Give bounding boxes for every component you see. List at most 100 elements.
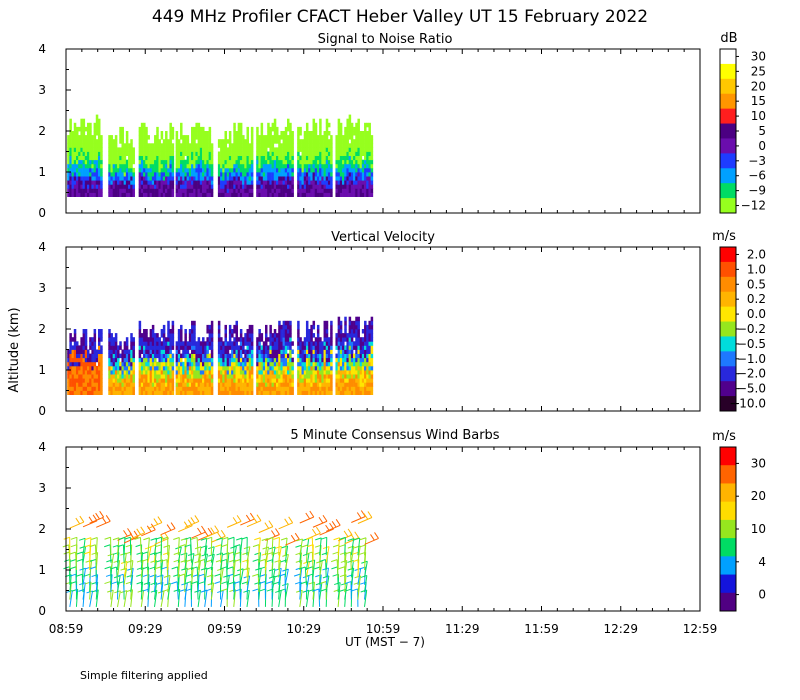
heat-cell [175,341,179,346]
heat-cell [346,188,349,193]
heat-cell [86,155,90,161]
heat-cell [242,378,245,383]
heat-cell [197,349,201,354]
heat-cell [327,349,331,354]
heat-cell [361,345,365,350]
colorbar-swatch [720,93,736,110]
heat-cell [353,370,356,375]
heat-cell [244,151,247,156]
heat-cell [269,188,272,193]
wind-barb-flag [179,544,186,548]
heat-cell [75,341,79,346]
heat-cell [325,163,329,169]
data-block [175,320,214,395]
heat-cell [71,361,75,367]
wind-barb-flag [104,536,111,540]
wind-barb-flag [343,530,349,538]
wind-barb [95,574,99,593]
heat-cell [108,329,111,334]
heat-cell [97,131,101,136]
heat-cell [112,357,116,363]
wind-barb [278,522,293,530]
heat-cell [284,337,288,342]
heat-cell [314,374,318,379]
heat-cell [344,151,347,156]
heat-cell [197,370,201,375]
heat-cell [91,345,94,350]
heat-cell [319,131,322,136]
heat-cell [71,382,75,387]
heat-cell [108,139,111,144]
heat-cell [291,374,294,379]
heat-cell [184,167,187,173]
colorbar-swatch [720,306,736,323]
heat-cell [93,122,97,128]
wind-barb [350,560,354,578]
heat-cell [348,143,352,148]
heat-cell [335,370,338,375]
heat-cell [262,159,266,165]
heat-cell [151,390,155,395]
heat-cell [319,143,322,148]
heat-cell [339,143,343,148]
wind-barb [190,553,195,571]
heat-cell [319,345,322,350]
heat-cell [167,159,170,165]
heat-cell [149,378,153,383]
heat-cell [325,135,329,140]
heat-cell [82,126,86,132]
heat-cell [265,188,268,193]
heat-cell [82,163,86,169]
heat-cell [154,167,157,173]
heat-cell [357,316,360,322]
heat-cell [325,374,329,379]
heat-cell [231,370,234,375]
wind-barb-flag [339,544,346,548]
heat-cell [100,390,103,395]
heat-cell [91,337,94,342]
heat-cell [361,184,365,189]
heat-cell [344,386,347,391]
heat-cell [177,337,181,342]
colorbar-swatch [720,396,736,412]
heat-cell [327,353,331,359]
heat-cell [350,167,354,173]
heat-cell [323,188,327,193]
heat-cell [250,337,254,342]
heat-cell [171,155,175,161]
heat-cell [93,176,97,181]
heat-cell [291,349,294,354]
heat-cell [226,163,230,169]
heat-cell [262,139,266,144]
heat-cell [280,324,283,330]
heat-cell [284,386,288,391]
wind-barb [311,537,314,556]
heat-cell [337,374,341,379]
wind-barb [141,529,156,537]
heat-cell [151,151,155,156]
heat-cell [108,382,111,387]
heat-cell [188,333,192,338]
heat-cell [195,172,198,177]
heat-cell [256,176,259,181]
heat-cell [267,390,270,395]
wind-barb [246,590,250,607]
heat-cell [100,337,103,342]
heat-cell [350,143,354,148]
wind-barb [117,560,121,578]
heat-cell [330,378,333,383]
heat-cell [289,155,292,161]
heat-cell [86,370,90,375]
heat-cell [271,353,275,359]
colorbar-label: −0.5 [737,337,766,351]
wind-barb [130,589,134,607]
heat-cell [208,357,212,363]
heat-cell [248,378,252,383]
heat-cell [204,386,207,391]
heat-cell [231,357,234,363]
heat-cell [160,386,164,391]
heat-cell [138,390,142,395]
heat-cell [256,345,259,350]
wind-barb-flag [259,588,266,592]
